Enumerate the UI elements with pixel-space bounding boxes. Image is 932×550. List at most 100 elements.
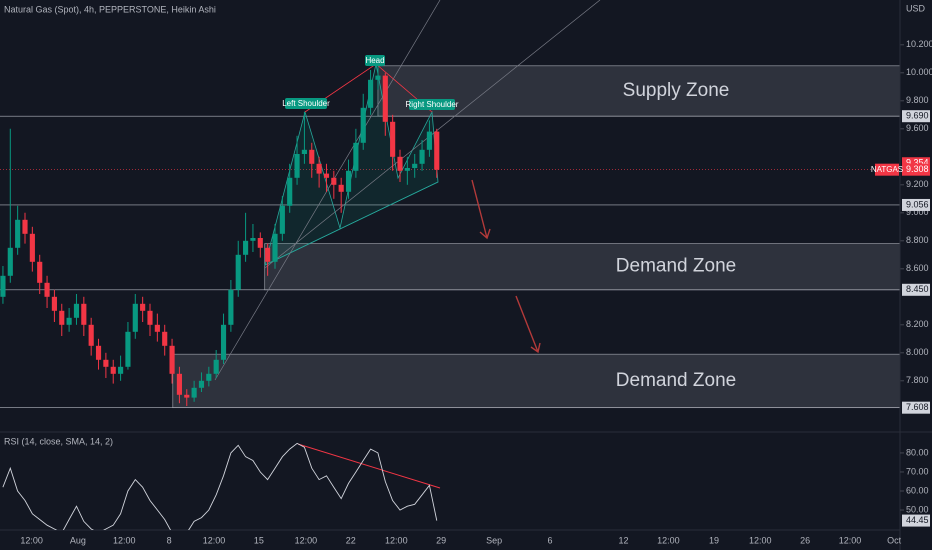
candle-body bbox=[51, 296, 57, 311]
candle-body bbox=[338, 184, 344, 192]
candle-body bbox=[345, 170, 352, 192]
x-tick-label: 12:00 bbox=[385, 535, 408, 545]
x-tick-label: 12:00 bbox=[657, 535, 680, 545]
candle-body bbox=[426, 131, 432, 150]
neckline bbox=[264, 181, 439, 266]
annotation: Left Shoulder bbox=[282, 99, 330, 108]
rsi-tag bbox=[902, 514, 930, 527]
level-label: 8.450 bbox=[906, 284, 929, 294]
rsi-title: RSI (14, close, SMA, 14, 2) bbox=[4, 436, 113, 446]
x-tick-label: 8 bbox=[167, 535, 172, 545]
x-tick-label: Oct bbox=[887, 535, 902, 545]
candles bbox=[0, 65, 440, 406]
x-tick-label: Aug bbox=[70, 535, 86, 545]
candle-body bbox=[390, 121, 396, 157]
candle-body bbox=[301, 149, 307, 154]
label-box bbox=[285, 98, 327, 109]
rsi-tick-label: 70.00 bbox=[906, 466, 929, 476]
candle-body bbox=[412, 163, 418, 168]
candle-body bbox=[250, 238, 256, 241]
arrow bbox=[515, 295, 541, 354]
candle-body bbox=[110, 366, 116, 374]
y-tick-label: 10.200 bbox=[906, 39, 932, 49]
candle-body bbox=[220, 324, 227, 360]
candle-body bbox=[265, 247, 271, 262]
rsi-tick-label: 60.00 bbox=[906, 485, 929, 495]
candle-body bbox=[279, 205, 285, 234]
x-tick-label: 12:00 bbox=[113, 535, 136, 545]
y-tick-label: 9.600 bbox=[906, 123, 929, 133]
candle-body bbox=[368, 79, 374, 108]
candle-body bbox=[103, 359, 109, 367]
candle-body bbox=[15, 219, 21, 248]
candle-body bbox=[419, 149, 425, 164]
y-tick-label: 8.800 bbox=[906, 235, 929, 245]
candle-body bbox=[257, 238, 263, 248]
candle-body bbox=[44, 282, 50, 297]
candle-body bbox=[88, 324, 94, 346]
rsi-tick-label: 80.00 bbox=[906, 447, 929, 457]
zone-label: Demand Zone bbox=[616, 370, 736, 391]
label-box bbox=[409, 99, 455, 110]
candle-body bbox=[7, 247, 13, 276]
rsi-last-label: 44.45 bbox=[906, 515, 929, 525]
candle-body bbox=[228, 289, 234, 325]
candle-body bbox=[323, 173, 330, 178]
x-tick-label: 12:00 bbox=[839, 535, 862, 545]
levels bbox=[0, 44, 904, 409]
x-tick-label: 12:00 bbox=[749, 535, 772, 545]
x-tick-label: 6 bbox=[547, 535, 552, 545]
candle-body bbox=[81, 303, 87, 325]
divergence-line bbox=[297, 443, 441, 489]
candle-body bbox=[382, 75, 388, 122]
candle-body bbox=[29, 233, 35, 262]
candle-body bbox=[37, 261, 43, 283]
candle-body bbox=[125, 331, 131, 367]
candle-body bbox=[294, 154, 300, 178]
zone bbox=[172, 353, 901, 409]
level-tag bbox=[902, 198, 930, 211]
fan-line bbox=[264, 0, 601, 269]
candle-body bbox=[147, 310, 153, 325]
rsi bbox=[2, 442, 904, 530]
candle-body bbox=[198, 380, 205, 388]
x-tick-label: 26 bbox=[800, 535, 810, 545]
x-tick-label: 12:00 bbox=[295, 535, 318, 545]
candle-body bbox=[397, 156, 403, 171]
x-tick-label: Sep bbox=[486, 535, 502, 545]
x-tick-label: 12 bbox=[619, 535, 629, 545]
candle-body bbox=[434, 131, 440, 170]
candle-body bbox=[331, 177, 337, 185]
candle-body bbox=[184, 394, 190, 398]
zone bbox=[264, 243, 901, 291]
symbol-tag bbox=[875, 163, 899, 176]
pattern-labels: Left Shoulder Head Right Shoulder bbox=[282, 55, 459, 110]
zone-label: Demand Zone bbox=[616, 256, 736, 277]
x-tick-label: 29 bbox=[436, 535, 446, 545]
x-tick-label: 22 bbox=[346, 535, 356, 545]
chart-title: Natural Gas (Spot), 4h, PEPPERSTONE, Hei… bbox=[4, 4, 216, 14]
candle-body bbox=[140, 303, 146, 311]
candle-body bbox=[206, 373, 212, 381]
candle-body bbox=[95, 345, 102, 360]
candle-body bbox=[132, 303, 138, 332]
x-tick-label: 15 bbox=[254, 535, 264, 545]
candle-body bbox=[0, 275, 6, 297]
arrow bbox=[471, 179, 491, 240]
level-label: 9.690 bbox=[906, 111, 929, 121]
candle-body bbox=[118, 366, 124, 374]
candle-body bbox=[235, 254, 241, 290]
rsi-tick-label: 50.00 bbox=[906, 504, 929, 514]
level-tag bbox=[902, 401, 930, 414]
level-label: 7.608 bbox=[906, 402, 929, 412]
price-label: 9.354 bbox=[906, 158, 929, 168]
fan-line bbox=[214, 0, 441, 381]
candle-body bbox=[272, 233, 278, 262]
x-tick-label: 12:00 bbox=[20, 535, 43, 545]
y-tick-label: 8.000 bbox=[906, 347, 929, 357]
y-tick-label: 9.800 bbox=[906, 95, 929, 105]
candle-body bbox=[375, 75, 381, 80]
candle-body bbox=[169, 345, 175, 374]
candle-body bbox=[191, 387, 197, 398]
